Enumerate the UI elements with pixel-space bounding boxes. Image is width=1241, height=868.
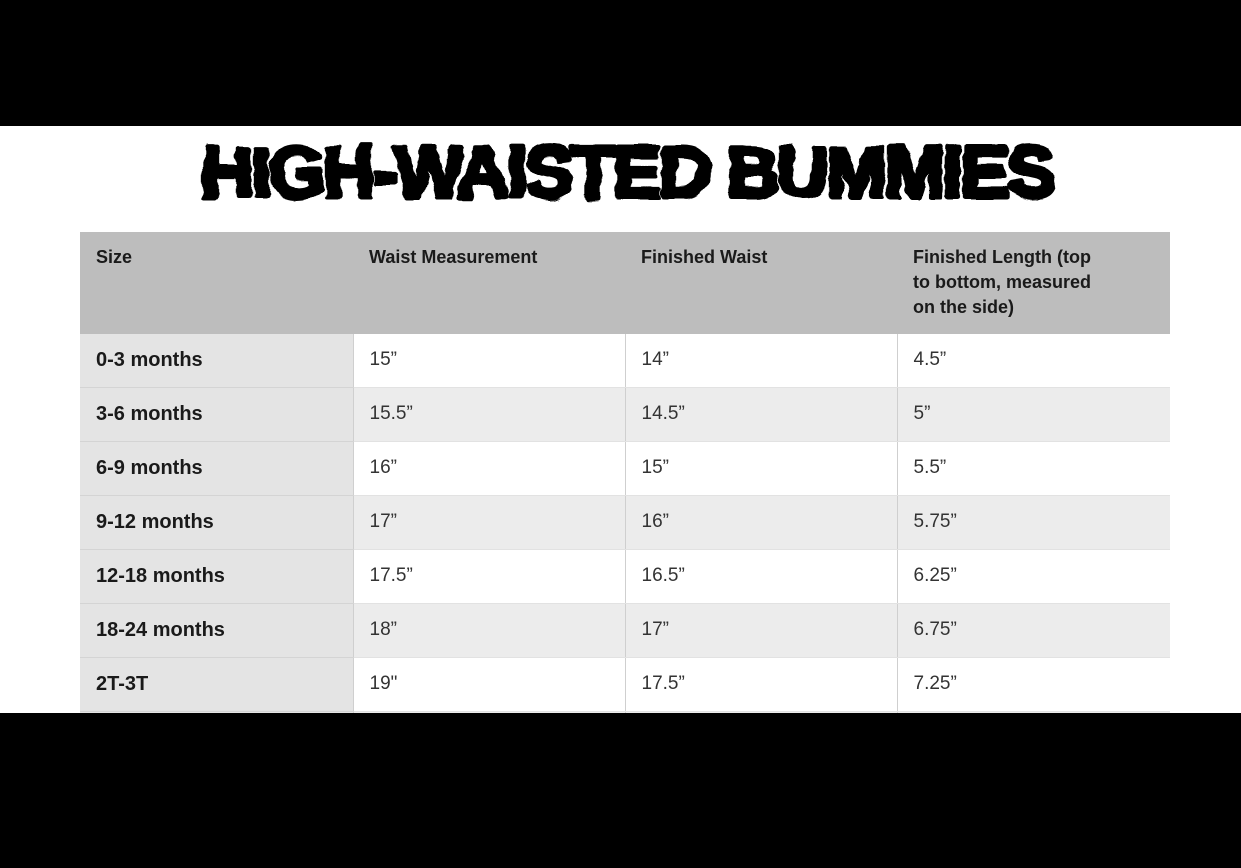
svg-text:HIGH-WAISTED BUMMIES: HIGH-WAISTED BUMMIES — [201, 133, 1053, 213]
